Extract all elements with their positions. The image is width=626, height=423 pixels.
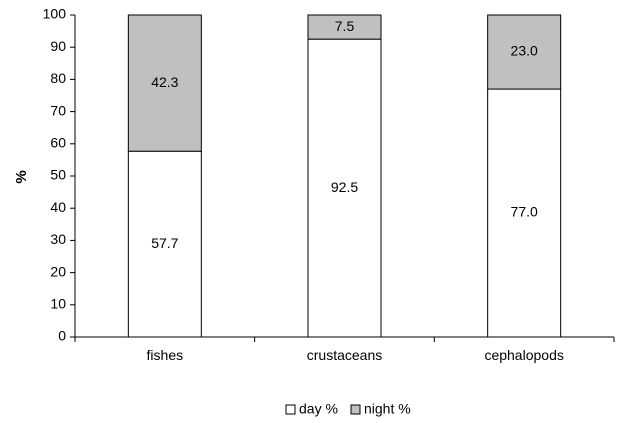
- y-tick-label: 50: [50, 167, 66, 183]
- legend-label-day: day %: [299, 401, 338, 417]
- y-axis-ticks: 0 10 20 30 40 50 60 70 80 90 100: [43, 6, 75, 344]
- y-tick-label: 80: [50, 70, 66, 86]
- x-tick-label: cephalopods: [484, 347, 563, 363]
- y-tick-label: 20: [50, 263, 66, 279]
- data-label-cephalopods-night: 23.0: [511, 43, 538, 59]
- y-tick-label: 10: [50, 296, 66, 312]
- y-tick-label: 30: [50, 231, 66, 247]
- bar-fishes-day: [127, 150, 202, 338]
- bars: [127, 14, 562, 338]
- x-axis-ticks: fishes crustaceans cephalopods: [74, 337, 615, 363]
- bar-cephalopods-day: [487, 88, 562, 338]
- data-label-fishes-day: 57.7: [151, 235, 178, 251]
- y-tick-label: 40: [50, 199, 66, 215]
- legend: day % night %: [285, 401, 411, 417]
- legend-swatch-night: [350, 404, 361, 415]
- y-tick-label: 70: [50, 102, 66, 118]
- data-label-fishes-night: 42.3: [151, 74, 178, 90]
- y-tick-label: 60: [50, 135, 66, 151]
- y-axis-title: %: [13, 170, 30, 183]
- x-tick-label: crustaceans: [307, 347, 382, 363]
- y-tick-label: 0: [58, 328, 66, 344]
- bar-fishes-night: [127, 14, 202, 152]
- data-label-crustaceans-day: 92.5: [331, 179, 358, 195]
- legend-label-night: night %: [364, 401, 411, 417]
- data-labels: 57.7 42.3 92.5 7.5 77.0 23.0: [151, 18, 538, 251]
- data-label-cephalopods-day: 77.0: [511, 204, 538, 220]
- legend-swatch-day: [285, 404, 296, 415]
- bar-crustaceans-night: [307, 14, 382, 40]
- bar-cephalopods-night: [487, 14, 562, 90]
- x-tick-label: fishes: [147, 347, 184, 363]
- y-tick-label: 100: [43, 6, 67, 22]
- y-tick-label: 90: [50, 38, 66, 54]
- bar-crustaceans-day: [307, 38, 382, 338]
- data-label-crustaceans-night: 7.5: [335, 18, 355, 34]
